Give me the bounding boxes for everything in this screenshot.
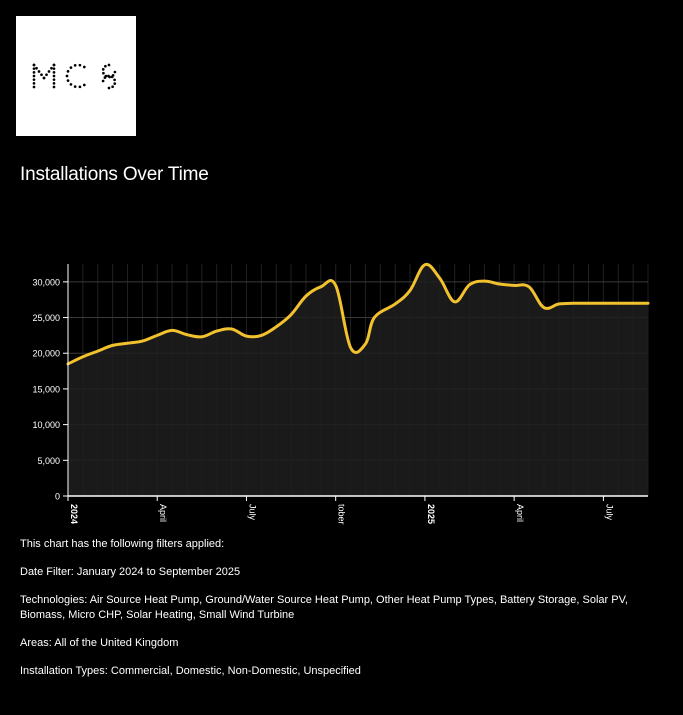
series-line (66, 262, 650, 366)
filter-intro: This chart has the following filters app… (20, 538, 225, 550)
filter-summary: This chart has the following filters app… (20, 537, 665, 692)
page-title: Installations Over Time (20, 164, 209, 185)
y-tick-label: 0 (55, 492, 60, 502)
x-tick-label: tober (337, 504, 347, 525)
filter-areas: Areas: All of the United Kingdom (20, 637, 179, 649)
filter-date: Date Filter: January 2024 to September 2… (20, 566, 241, 578)
installations-chart: 0 5,000 10,000 15,000 20,000 25,000 30,000 2024… (32, 262, 650, 525)
x-tick-label: July (247, 504, 257, 521)
x-tick-label: April (158, 504, 168, 522)
y-tick-label: 25,000 (32, 313, 60, 323)
y-tick-label: 30,000 (32, 277, 60, 287)
y-tick-label: 5,000 (37, 456, 60, 466)
y-tick-label: 15,000 (32, 384, 60, 394)
filter-technologies: Technologies: Air Source Heat Pump, Grou… (20, 594, 628, 621)
mcs-logo-mark (32, 63, 117, 90)
filter-installation-types: Installation Types: Commercial, Domestic… (20, 665, 361, 677)
y-tick-label: 10,000 (32, 420, 60, 430)
x-tick-label: July (604, 504, 614, 521)
x-tick-label: April (515, 504, 525, 522)
y-tick-label: 20,000 (32, 349, 60, 359)
x-tick-label: 2025 (426, 504, 436, 524)
mcs-logo (16, 16, 136, 136)
series-area (68, 264, 648, 496)
x-tick-label: 2024 (69, 504, 79, 524)
